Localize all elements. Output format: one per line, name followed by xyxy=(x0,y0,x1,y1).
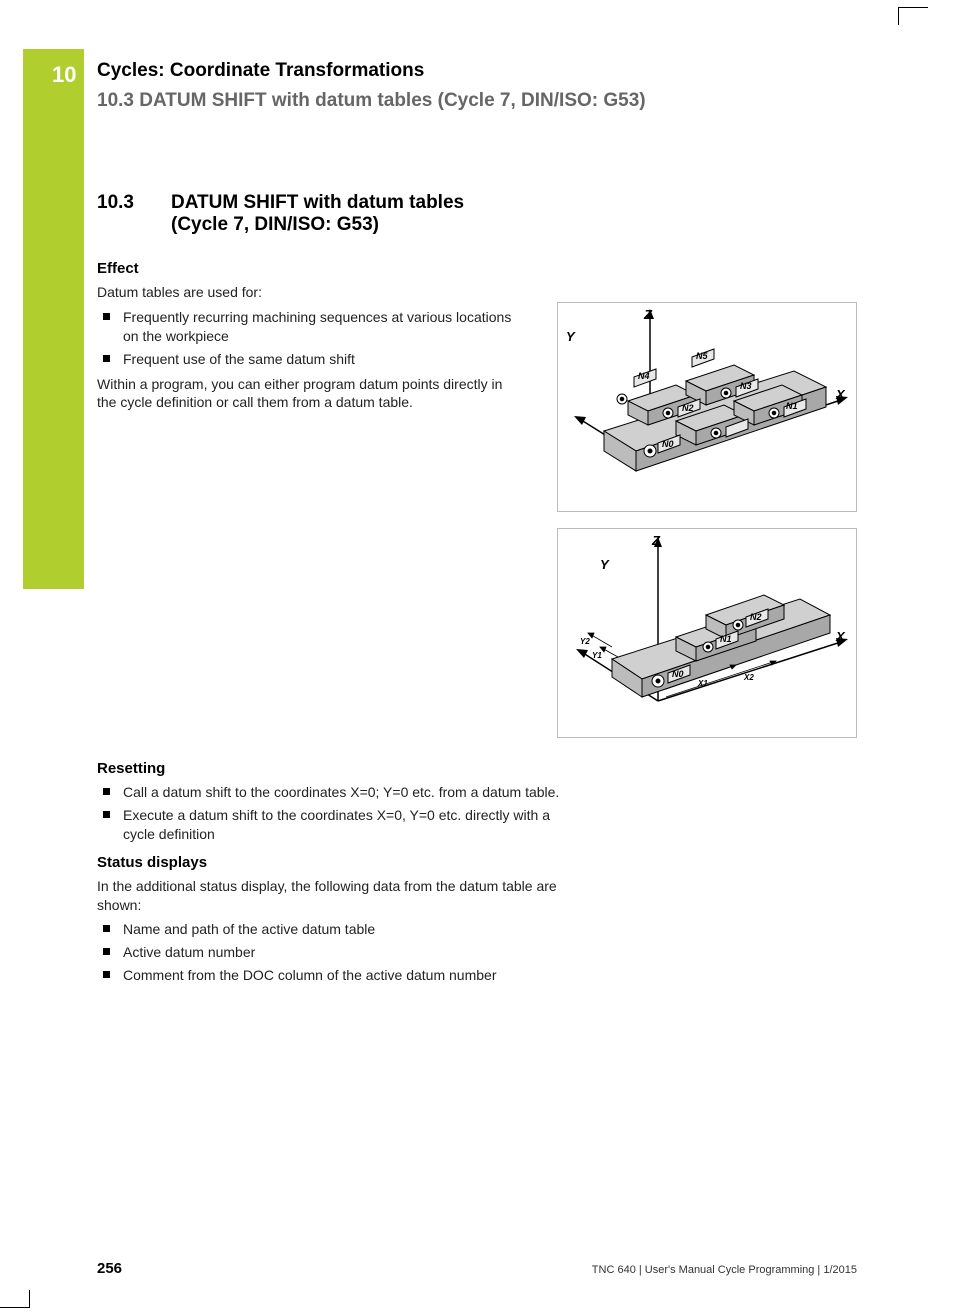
header-chapter-title: Cycles: Coordinate Transformations xyxy=(97,60,857,82)
axis-x-label: X xyxy=(836,387,845,402)
list-item: Call a datum shift to the coordinates X=… xyxy=(97,783,567,802)
status-heading: Status displays xyxy=(97,854,567,871)
section-title-line2: (Cycle 7, DIN/ISO: G53) xyxy=(171,214,379,235)
page-footer: 256 TNC 640 | User's Manual Cycle Progra… xyxy=(97,1260,857,1277)
node-label: N0 xyxy=(672,669,684,679)
node-label: N2 xyxy=(750,612,762,622)
node-label: N1 xyxy=(720,634,732,644)
effect-para: Within a program, you can either program… xyxy=(97,375,517,413)
node-label: N3 xyxy=(740,381,752,391)
footer-text: TNC 640 | User's Manual Cycle Programmin… xyxy=(592,1264,857,1276)
dim-label: X1 xyxy=(698,679,708,688)
list-item: Comment from the DOC column of the activ… xyxy=(97,966,567,985)
list-item: Frequent use of the same datum shift xyxy=(97,350,517,369)
dim-label: Y2 xyxy=(580,637,590,646)
effect-list: Frequently recurring machining sequences… xyxy=(97,308,517,369)
axis-z-label: Z xyxy=(652,533,660,548)
section-heading: 10.3 DATUM SHIFT with datum tables (Cycl… xyxy=(97,192,857,236)
lower-text-block: Resetting Call a datum shift to the coor… xyxy=(97,760,567,991)
crop-mark xyxy=(898,7,899,25)
crop-mark xyxy=(0,1307,30,1308)
effect-heading: Effect xyxy=(97,260,517,277)
status-list: Name and path of the active datum table … xyxy=(97,920,567,985)
node-label: N4 xyxy=(638,371,650,381)
list-item: Active datum number xyxy=(97,943,567,962)
crop-mark xyxy=(898,7,928,8)
section-title-line1: DATUM SHIFT with datum tables xyxy=(171,192,464,213)
status-intro: In the additional status display, the fo… xyxy=(97,877,567,915)
dim-label: Y1 xyxy=(592,651,602,660)
diagram-datum-grid: Z Y X N0 N1 N2 N3 N4 N5 xyxy=(557,302,857,512)
resetting-heading: Resetting xyxy=(97,760,567,777)
section-title: DATUM SHIFT with datum tables (Cycle 7, … xyxy=(171,192,464,236)
axis-z-label: Z xyxy=(644,307,652,322)
chapter-number: 10 xyxy=(52,62,76,88)
node-label: N2 xyxy=(682,403,694,413)
axis-x-label: X xyxy=(836,629,845,644)
node-label: N0 xyxy=(662,439,674,449)
dim-label: X2 xyxy=(744,673,754,682)
axis-y-label: Y xyxy=(566,329,575,344)
diagram-svg xyxy=(558,303,856,511)
page-content: Cycles: Coordinate Transformations 10.3 … xyxy=(97,60,857,418)
effect-intro: Datum tables are used for: xyxy=(97,283,517,302)
page-number: 256 xyxy=(97,1260,122,1277)
resetting-list: Call a datum shift to the coordinates X=… xyxy=(97,783,567,844)
node-label: N1 xyxy=(786,401,798,411)
effect-block: Effect Datum tables are used for: Freque… xyxy=(97,260,517,412)
chapter-sidebar xyxy=(23,49,84,589)
section-number: 10.3 xyxy=(97,192,171,236)
crop-mark xyxy=(29,1290,30,1308)
list-item: Execute a datum shift to the coordinates… xyxy=(97,806,567,844)
list-item: Frequently recurring machining sequences… xyxy=(97,308,517,346)
axis-y-label: Y xyxy=(600,557,609,572)
node-label: N5 xyxy=(696,351,708,361)
diagram-datum-offsets: Z Y X N0 N1 N2 X1 X2 Y1 Y2 xyxy=(557,528,857,738)
list-item: Name and path of the active datum table xyxy=(97,920,567,939)
header-section-line: 10.3 DATUM SHIFT with datum tables (Cycl… xyxy=(97,90,857,112)
